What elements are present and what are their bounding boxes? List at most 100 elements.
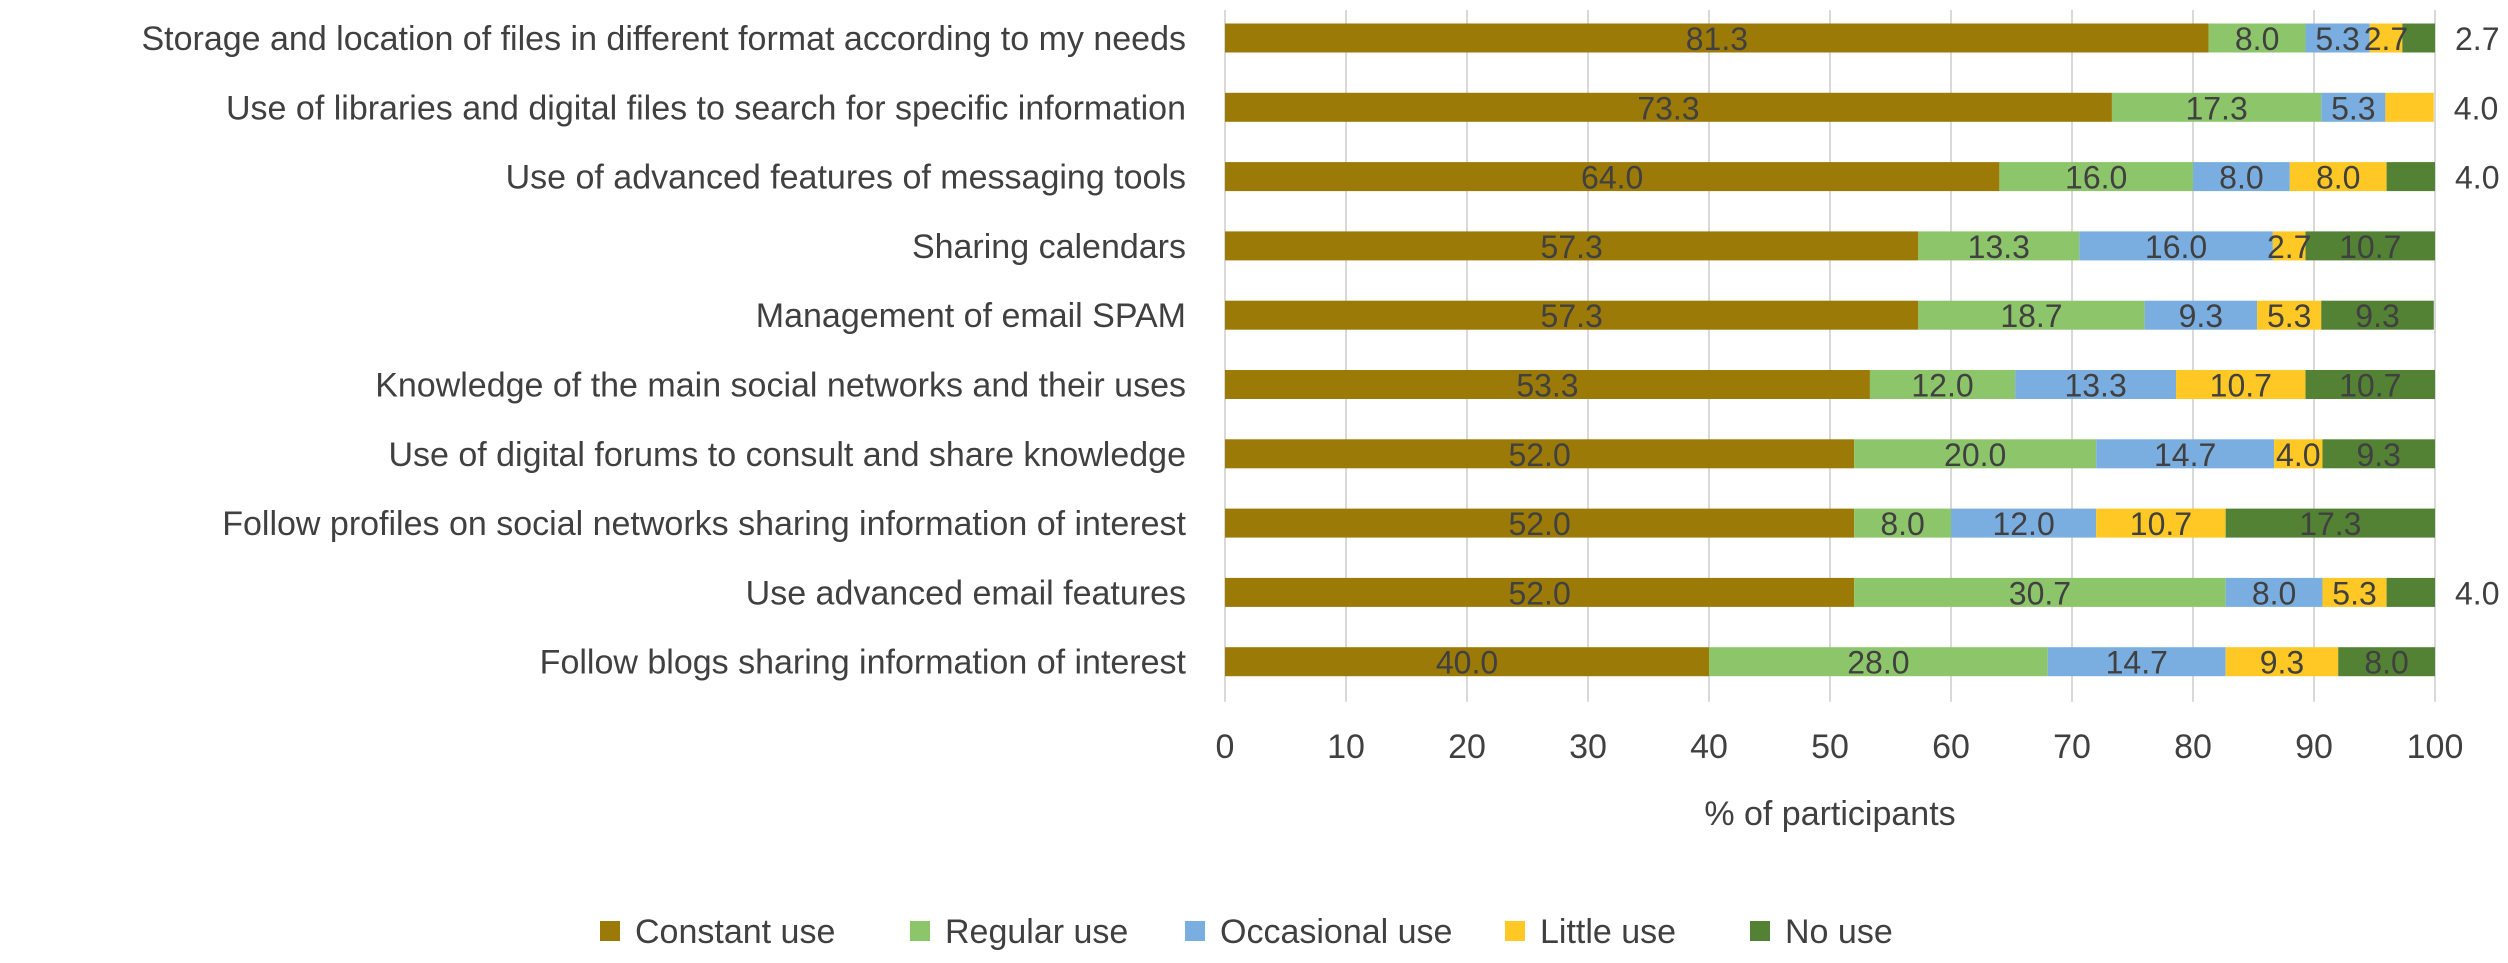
- legend-item: Little use: [1505, 913, 1676, 951]
- bar-segment: [1918, 231, 2080, 261]
- bar-segment: [1854, 439, 2097, 469]
- bar-segment: [2322, 577, 2387, 607]
- bar-segment: [2015, 370, 2177, 399]
- bar-segment: [1225, 439, 1855, 469]
- data-label: 18.7: [2000, 298, 2062, 334]
- data-label: 40.0: [1436, 645, 1498, 681]
- x-tick-label: 50: [1811, 728, 1849, 766]
- data-label: 9.3: [2260, 645, 2304, 681]
- data-label: 4.0: [2455, 160, 2499, 196]
- data-label: 10.7: [2339, 368, 2401, 404]
- bar-row: 52.0 8.0 12.0 10.7 17.3: [1225, 506, 2435, 542]
- legend-swatch: [1750, 921, 1770, 941]
- data-label: 2.7: [2455, 21, 2499, 57]
- data-label: 17.3: [2185, 90, 2247, 126]
- data-label: 64.0: [1581, 160, 1643, 196]
- legend-swatch: [1505, 921, 1525, 941]
- x-tick-label: 40: [1690, 728, 1728, 766]
- category-label: Follow blogs sharing information of inte…: [540, 644, 1187, 682]
- x-tick-label: 60: [1932, 728, 1970, 766]
- data-label: 5.3: [2332, 575, 2376, 611]
- x-tick-label: 100: [2407, 728, 2464, 766]
- bar-row: 52.0 30.7 8.0 5.3 4.0: [1225, 575, 2499, 611]
- bar-segment: [1709, 647, 2048, 677]
- data-label: 52.0: [1508, 575, 1570, 611]
- x-tick-label: 10: [1327, 728, 1365, 766]
- x-tick-label: 90: [2295, 728, 2333, 766]
- data-label: 20.0: [1944, 437, 2006, 473]
- bars: 81.3 8.0 5.3 2.7 2.773.3 17.3 5.3 4.064.0 16.0 8.…: [1225, 21, 2499, 681]
- bar-segment: [1225, 370, 1870, 399]
- data-label: 5.3: [2331, 90, 2375, 126]
- legend-swatch: [600, 921, 620, 941]
- data-label: 57.3: [1541, 229, 1603, 265]
- legend-item: Constant use: [600, 913, 835, 951]
- bar-row: 73.3 17.3 5.3 4.0: [1225, 90, 2498, 126]
- data-label: 16.0: [2145, 229, 2207, 265]
- legend-label: No use: [1785, 913, 1893, 951]
- bar-segment: [2385, 92, 2434, 122]
- bar-segment: [2079, 231, 2273, 261]
- data-label: 14.7: [2106, 645, 2168, 681]
- data-label: 8.0: [2364, 645, 2408, 681]
- legend-label: Little use: [1540, 913, 1676, 951]
- bar-segment: [2225, 647, 2339, 677]
- bar-row: 64.0 16.0 8.0 8.0 4.0: [1225, 160, 2499, 196]
- bar-segment: [2305, 231, 2435, 261]
- category-label: Use of advanced features of messaging to…: [506, 159, 1186, 197]
- x-axis-title: % of participants: [1704, 795, 1955, 833]
- bar-segment: [1225, 508, 1855, 538]
- data-label: 13.3: [2064, 368, 2126, 404]
- data-label: 8.0: [2235, 21, 2279, 57]
- category-label: Sharing calendars: [912, 228, 1186, 266]
- bar-segment: [2274, 439, 2323, 469]
- data-label: 14.7: [2154, 437, 2216, 473]
- category-label: Follow profiles on social networks shari…: [222, 505, 1186, 543]
- data-label: 13.3: [1968, 229, 2030, 265]
- bar-segment: [2321, 300, 2434, 330]
- data-label: 8.0: [1880, 506, 1924, 542]
- bar-segment: [1854, 577, 2226, 607]
- bar-row: 53.3 12.0 13.3 10.7 10.7: [1225, 368, 2435, 404]
- bar-row: 57.3 13.3 16.0 2.7 10.7: [1225, 229, 2435, 265]
- bar-row: 40.0 28.0 14.7 9.3 8.0: [1225, 645, 2435, 681]
- x-axis-ticks: 0 10 20 30 40 50 60 70 80 90 100: [1216, 728, 2464, 766]
- data-label: 8.0: [2219, 160, 2263, 196]
- category-label: Storage and location of files in differe…: [141, 20, 1186, 58]
- bar-segment: [1999, 162, 2193, 192]
- bar-segment: [1225, 231, 1919, 261]
- bar-segment: [2386, 162, 2435, 192]
- bar-segment: [2338, 647, 2435, 677]
- category-label: Management of email SPAM: [756, 297, 1186, 335]
- data-label: 10.7: [2339, 229, 2401, 265]
- data-label: 73.3: [1637, 90, 1699, 126]
- legend: Constant use Regular use Occasional use Lit…: [600, 913, 1893, 951]
- data-label: 16.0: [2065, 160, 2127, 196]
- bar-segment: [1225, 647, 1709, 677]
- category-label: Use advanced email features: [746, 574, 1186, 612]
- legend-item: Regular use: [910, 913, 1128, 951]
- legend-item: Occasional use: [1185, 913, 1452, 951]
- bar-segment: [2208, 23, 2306, 53]
- legend-swatch: [1185, 921, 1205, 941]
- legend-item: No use: [1750, 913, 1893, 951]
- bar-segment: [2321, 92, 2386, 122]
- bar-segment: [1918, 300, 2145, 330]
- bar-segment: [2225, 577, 2323, 607]
- bar-segment: [2386, 577, 2435, 607]
- bar-segment: [1225, 577, 1855, 607]
- data-label: 10.7: [2210, 368, 2272, 404]
- bar-segment: [2289, 162, 2387, 192]
- data-label: 8.0: [2316, 160, 2360, 196]
- bar-segment: [2096, 439, 2275, 469]
- data-label: 53.3: [1516, 368, 1578, 404]
- data-label: 2.7: [2267, 229, 2311, 265]
- data-label: 4.0: [2276, 437, 2320, 473]
- data-label: 2.7: [2364, 21, 2408, 57]
- data-label: 12.0: [1911, 368, 1973, 404]
- x-tick-label: 30: [1569, 728, 1607, 766]
- bar-segment: [2111, 92, 2322, 122]
- data-label: 52.0: [1508, 506, 1570, 542]
- legend-label: Regular use: [945, 913, 1128, 951]
